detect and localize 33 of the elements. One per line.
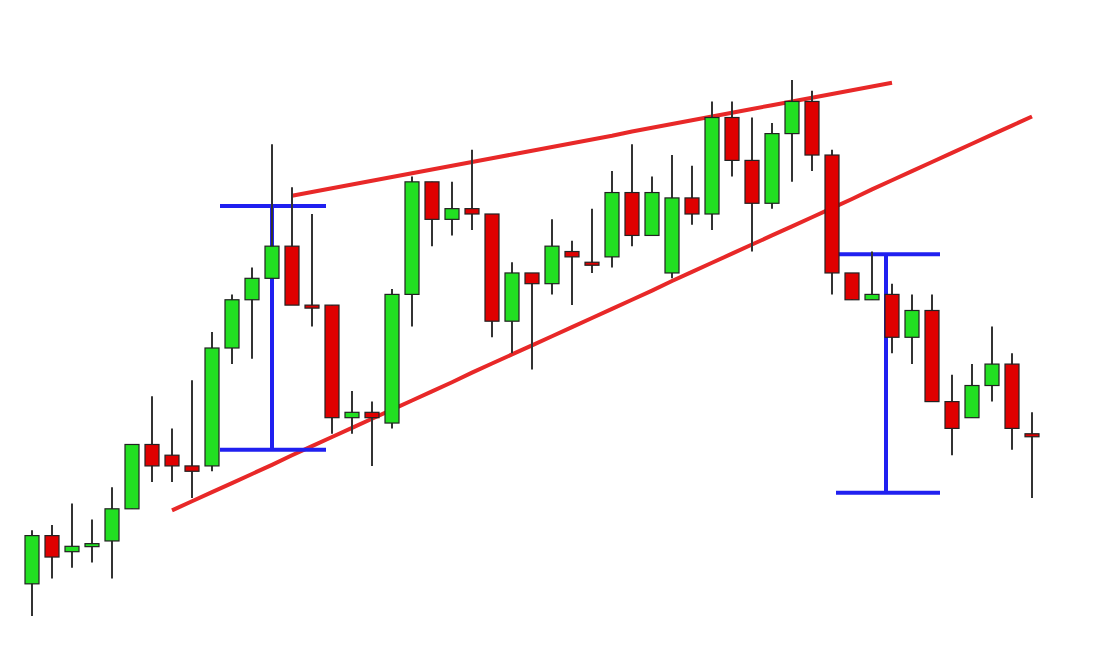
candlestick: [1024, 411, 1040, 500]
candlestick: [904, 293, 920, 366]
candlestick: [84, 518, 100, 564]
candlestick: [584, 207, 600, 274]
candlestick: [364, 400, 380, 467]
candlestick: [444, 180, 460, 237]
candlestick: [884, 282, 900, 355]
candlestick: [104, 486, 120, 580]
candlestick: [864, 250, 880, 301]
candlestick: [644, 175, 660, 237]
candlestick: [464, 148, 480, 232]
candlestick: [784, 79, 800, 183]
candlestick: [44, 523, 60, 580]
candlestick: [944, 373, 960, 457]
candlestick: [544, 218, 560, 296]
candlestick: [524, 271, 540, 371]
candlestick: [264, 143, 280, 280]
candlestick: [744, 116, 760, 253]
candlestick: [304, 213, 320, 328]
candlestick: [184, 379, 200, 500]
candlestick: [424, 180, 440, 248]
candlestick: [684, 164, 700, 226]
candlestick: [624, 143, 640, 248]
candlestick: [844, 271, 860, 301]
candlestick: [244, 266, 260, 360]
candlestick: [144, 395, 160, 483]
candlestick: [344, 389, 360, 435]
candlestick: [984, 325, 1000, 403]
candlestick: [964, 363, 980, 419]
candlestick: [724, 100, 740, 178]
candlestick: [564, 239, 580, 307]
candlestick: [64, 502, 80, 569]
candlestick: [164, 427, 180, 483]
